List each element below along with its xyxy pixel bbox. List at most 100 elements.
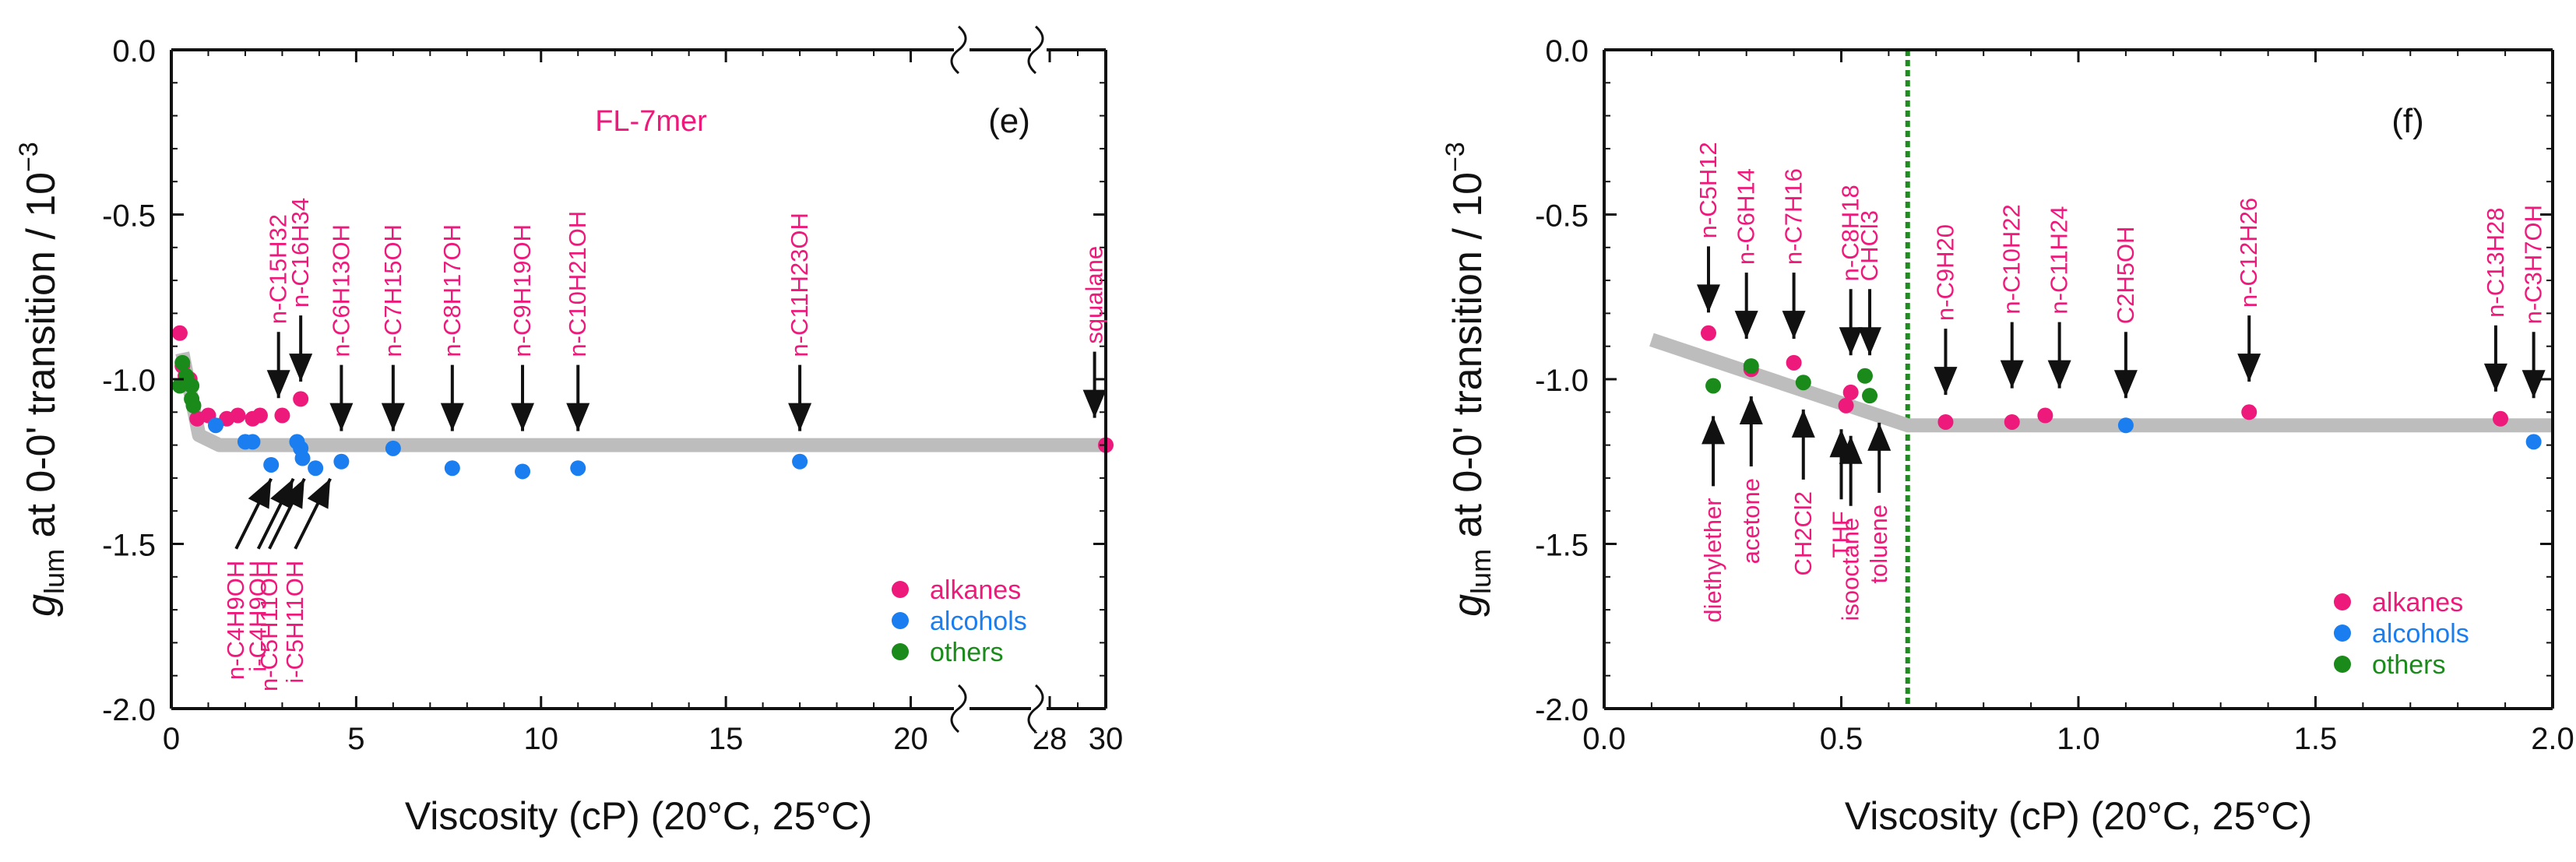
y-axis-title-g: g	[1445, 594, 1490, 617]
y-tick-label: -1.5	[102, 529, 156, 563]
legend-label-others: others	[2372, 650, 2446, 680]
data-point-alcohols	[444, 460, 460, 477]
annotation-label: n-C4H9OH	[222, 561, 249, 680]
chart-panel-e: 0.0-0.5-1.0-1.5-2.00 5 10 15 20 28 30Viscosity…	[14, 25, 1123, 838]
x-axis-title: Viscosity (cP) (20°C, 25°C)	[405, 794, 872, 838]
label-arrow-head	[1082, 389, 1107, 418]
data-point-others	[185, 397, 202, 413]
panel-label: (e)	[988, 102, 1030, 140]
data-point-others	[1705, 378, 1722, 394]
y-tick-label: 0.0	[1545, 34, 1589, 69]
annotation-label: n-C13H28	[2482, 208, 2509, 318]
legend-label-alkanes: alkanes	[930, 575, 1021, 605]
annotation-label: CH2Cl2	[1789, 491, 1817, 576]
data-point-alcohols	[263, 456, 280, 473]
label-arrow-head	[1839, 327, 1863, 356]
annotation-label: n-C9H19OH	[509, 224, 536, 357]
data-point-alcohols	[207, 417, 223, 434]
annotation-label: n-C6H13OH	[327, 224, 354, 357]
data-point-alcohols	[2117, 417, 2134, 434]
data-point-alkanes	[274, 407, 290, 424]
y-axis-title-exp: −3	[1441, 142, 1470, 172]
annotation-label: n-C3H7OH	[2520, 205, 2547, 324]
label-arrow-head	[329, 403, 354, 431]
label-arrow-head	[511, 403, 535, 431]
label-arrow-head	[1739, 396, 1763, 424]
legend-marker-alcohols	[892, 612, 909, 629]
data-point-alkanes	[2004, 413, 2020, 430]
legend-marker-alkanes	[892, 581, 909, 598]
annotation-label: n-C8H17OH	[438, 224, 466, 357]
label-arrow-head	[1858, 327, 1882, 356]
data-point-alcohols	[792, 453, 808, 470]
annotation-label: squalane	[1081, 246, 1108, 344]
annotation-label: n-C11H24	[2046, 206, 2073, 315]
label-arrow-head	[2237, 354, 2261, 382]
y-axis-title-rest: at 0-0' transition / 10	[1445, 172, 1490, 549]
panel-label: (f)	[2391, 102, 2424, 140]
label-arrow-head	[1734, 311, 1758, 340]
x-tick-label: 20	[893, 722, 928, 756]
axis-break-gap	[1031, 685, 1047, 732]
data-point-alkanes	[1700, 325, 1716, 341]
annotation-label: n-C10H21OH	[564, 211, 591, 357]
trend-line	[1649, 332, 2553, 433]
annotation-label: n-C11H23OH	[786, 213, 813, 357]
annotation-label: i-C5H11OH	[281, 561, 308, 684]
label-arrow-head	[1696, 284, 1720, 313]
annotation-label: isooctane	[1837, 518, 1864, 621]
data-point-alcohols	[245, 434, 261, 450]
data-point-alkanes	[1937, 413, 1954, 430]
legend-label-alcohols: alcohols	[2372, 619, 2469, 649]
y-tick-label: -2.0	[102, 693, 156, 727]
data-point-alkanes	[1842, 384, 1859, 400]
data-point-alcohols	[2525, 434, 2542, 450]
y-tick-label: -2.0	[1535, 693, 1589, 727]
label-arrow-head	[2483, 363, 2507, 392]
data-point-alcohols	[333, 453, 350, 470]
data-point-alcohols	[294, 450, 311, 466]
data-point-alkanes	[230, 407, 246, 424]
label-arrow-head	[788, 403, 812, 431]
annotation-label: toluene	[1865, 505, 1892, 584]
y-tick-label: -0.5	[1535, 199, 1589, 234]
axis-break-gap	[954, 685, 970, 732]
data-point-alcohols	[515, 463, 531, 480]
data-point-alcohols	[385, 440, 401, 456]
data-point-others	[1795, 375, 1811, 391]
y-axis-title: glum at 0-0' transition / 10−3	[14, 142, 70, 617]
label-arrow-head	[2521, 370, 2546, 399]
data-point-alkanes	[293, 391, 309, 407]
data-point-alkanes	[252, 407, 268, 424]
annotation-label: n-C7H15OH	[379, 224, 406, 357]
y-axis-title-sub: lum	[1465, 549, 1497, 594]
label-arrow-head	[440, 403, 464, 431]
label-arrow-head	[1867, 422, 1892, 451]
x-tick-label: 0.5	[1820, 722, 1863, 756]
label-arrow-head	[2113, 370, 2138, 399]
y-axis-title-exp: −3	[14, 142, 44, 172]
legend-label-alcohols: alcohols	[930, 607, 1027, 636]
label-arrow-head	[1934, 367, 1958, 396]
label-arrow-head	[566, 403, 590, 431]
y-axis-title-g: g	[19, 594, 64, 617]
annotation-label: n-C9H20	[1931, 224, 1958, 321]
axis-break-gap	[1031, 26, 1047, 73]
chart-subtitle: FL-7mer	[595, 105, 707, 138]
annotation-label: C2H5OH	[2112, 227, 2139, 325]
y-tick-label: 0.0	[112, 34, 156, 69]
x-tick-label: 10	[524, 722, 559, 756]
label-arrow-head	[307, 478, 331, 509]
data-point-others	[174, 354, 191, 371]
label-arrow-head	[1791, 409, 1815, 438]
data-point-alcohols	[570, 460, 586, 477]
label-arrow-head	[1782, 311, 1806, 340]
label-arrow-head	[1839, 435, 1863, 464]
legend-marker-alcohols	[2334, 625, 2351, 642]
y-axis-title-rest: at 0-0' transition / 10	[19, 172, 64, 549]
legend-marker-others	[2334, 656, 2351, 673]
data-point-alkanes	[2037, 407, 2053, 424]
data-point-others	[1743, 358, 1759, 375]
axis-break-mark	[950, 25, 967, 75]
x-tick-label: 5	[347, 722, 364, 756]
